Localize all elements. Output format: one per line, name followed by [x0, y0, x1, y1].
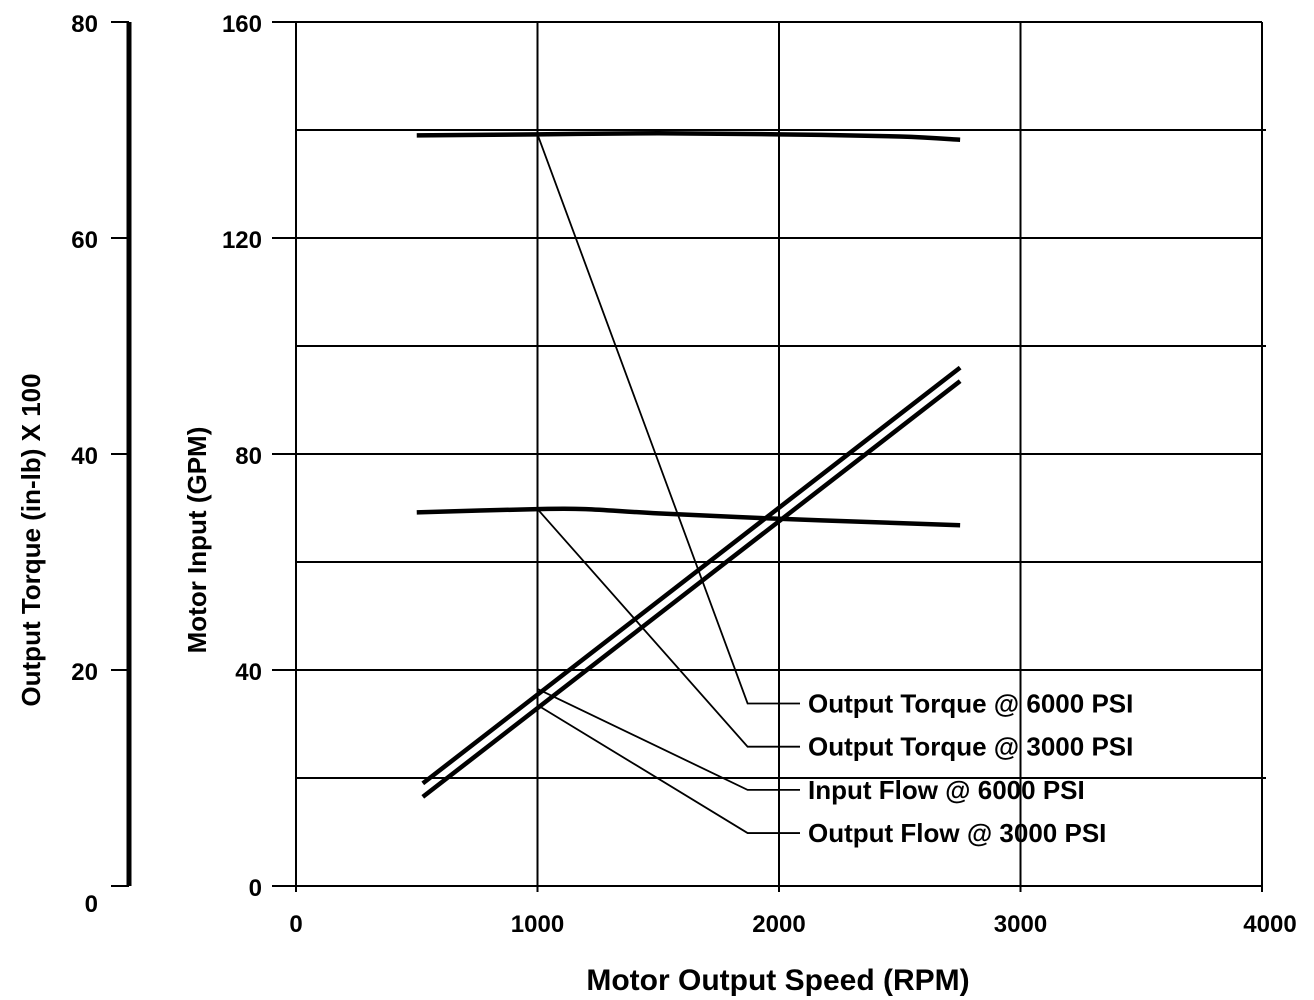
x-tick-label: 2000	[752, 911, 805, 938]
legend-label: Output Torque @ 6000 PSI	[808, 688, 1133, 718]
callout-leader	[536, 134, 800, 705]
x-tick-label: 4000	[1243, 911, 1296, 938]
callout-group	[536, 134, 800, 834]
series-line-4	[421, 379, 962, 799]
series-group	[416, 130, 962, 799]
series-line-3	[421, 365, 962, 786]
y-inner-tick-label: 160	[222, 11, 262, 38]
y-inner-tick-label: 0	[249, 875, 262, 902]
y-outer-tick-label: 40	[71, 443, 98, 470]
legend-label: Output Flow @ 3000 PSI	[808, 818, 1106, 848]
callout-leader	[537, 704, 800, 834]
y-inner-tick-label: 40	[235, 659, 262, 686]
callout-leader	[536, 508, 800, 748]
callout-leader	[537, 688, 800, 791]
x-tick-label: 0	[289, 911, 302, 938]
x-axis-title: Motor Output Speed (RPM)	[586, 964, 969, 997]
x-tick-label: 3000	[994, 911, 1047, 938]
series-line-1	[416, 130, 961, 142]
y-outer-tick-label: 60	[71, 227, 98, 254]
y-axis-outer-title: Output Torque (in-lb) X 100	[16, 373, 46, 706]
y-inner-tick-label: 120	[222, 227, 262, 254]
legend-label: Input Flow @ 6000 PSI	[808, 775, 1085, 805]
x-tick-label: 1000	[511, 911, 564, 938]
y-outer-tick-label: 0	[85, 891, 98, 918]
axes	[111, 21, 1263, 892]
y-outer-tick-label: 80	[71, 11, 98, 38]
legend-label: Output Torque @ 3000 PSI	[808, 732, 1133, 762]
labels: 0 40 80 120 160 0 20 40 60 80 0 1000 2000 3000 4000 Out…	[71, 11, 1296, 938]
y-axis-inner-title: Motor Input (GPM)	[182, 427, 212, 654]
y-outer-tick-label: 20	[71, 659, 98, 686]
series-line-2	[416, 506, 961, 528]
y-inner-tick-label: 80	[235, 443, 262, 470]
